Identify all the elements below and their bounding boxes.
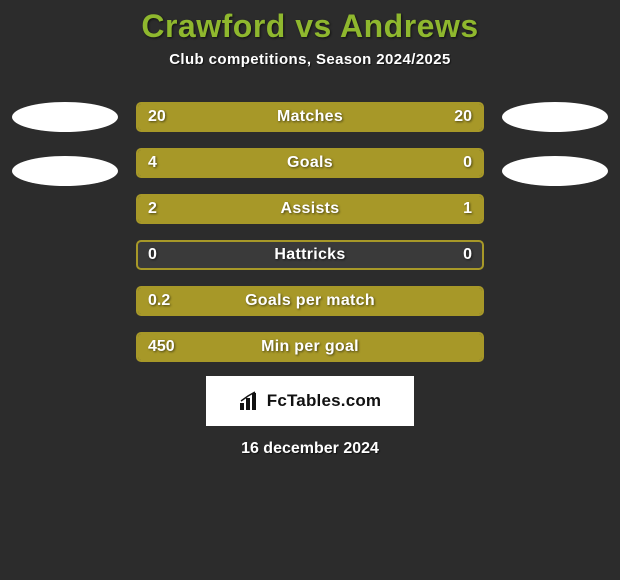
stat-value-right: 0 (463, 242, 472, 268)
comparison-card: Crawford vs Andrews Club competitions, S… (0, 0, 620, 458)
brand-text: FcTables.com (267, 391, 382, 411)
stat-fill-left (138, 288, 482, 314)
stat-fill-left (138, 196, 482, 222)
stat-label: Hattricks (138, 242, 482, 268)
brand-chart-icon (239, 391, 261, 411)
page-title: Crawford vs Andrews (0, 8, 620, 45)
stat-row: Assists21 (136, 194, 484, 224)
stat-fill-left (138, 334, 482, 360)
player-left-photo-2 (12, 156, 118, 186)
stat-row: Goals per match0.2 (136, 286, 484, 316)
player-right-photo-2 (502, 156, 608, 186)
stat-row: Goals40 (136, 148, 484, 178)
stat-fill-left (138, 104, 310, 130)
stats-area: Matches2020 Goals40 Assists21 Hattricks0 0 Go… (0, 102, 620, 362)
player-right-photo-col (502, 102, 608, 186)
player-left-photo-col (12, 102, 118, 186)
player-right-photo-1 (502, 102, 608, 132)
stat-fill-right (399, 150, 482, 176)
stat-fill-right (310, 104, 482, 130)
stat-value-left: 0 (148, 242, 157, 268)
brand-box[interactable]: FcTables.com (206, 376, 414, 426)
stat-row: Hattricks0 0 (136, 240, 484, 270)
stat-row: Min per goal450 (136, 332, 484, 362)
player-left-photo-1 (12, 102, 118, 132)
stat-bars: Matches2020 Goals40 Assists21 Hattricks0 0 Go… (136, 102, 484, 362)
date-label: 16 december 2024 (0, 440, 620, 458)
stat-fill-left (138, 150, 399, 176)
subtitle: Club competitions, Season 2024/2025 (0, 51, 620, 68)
stat-row: Matches2020 (136, 102, 484, 132)
